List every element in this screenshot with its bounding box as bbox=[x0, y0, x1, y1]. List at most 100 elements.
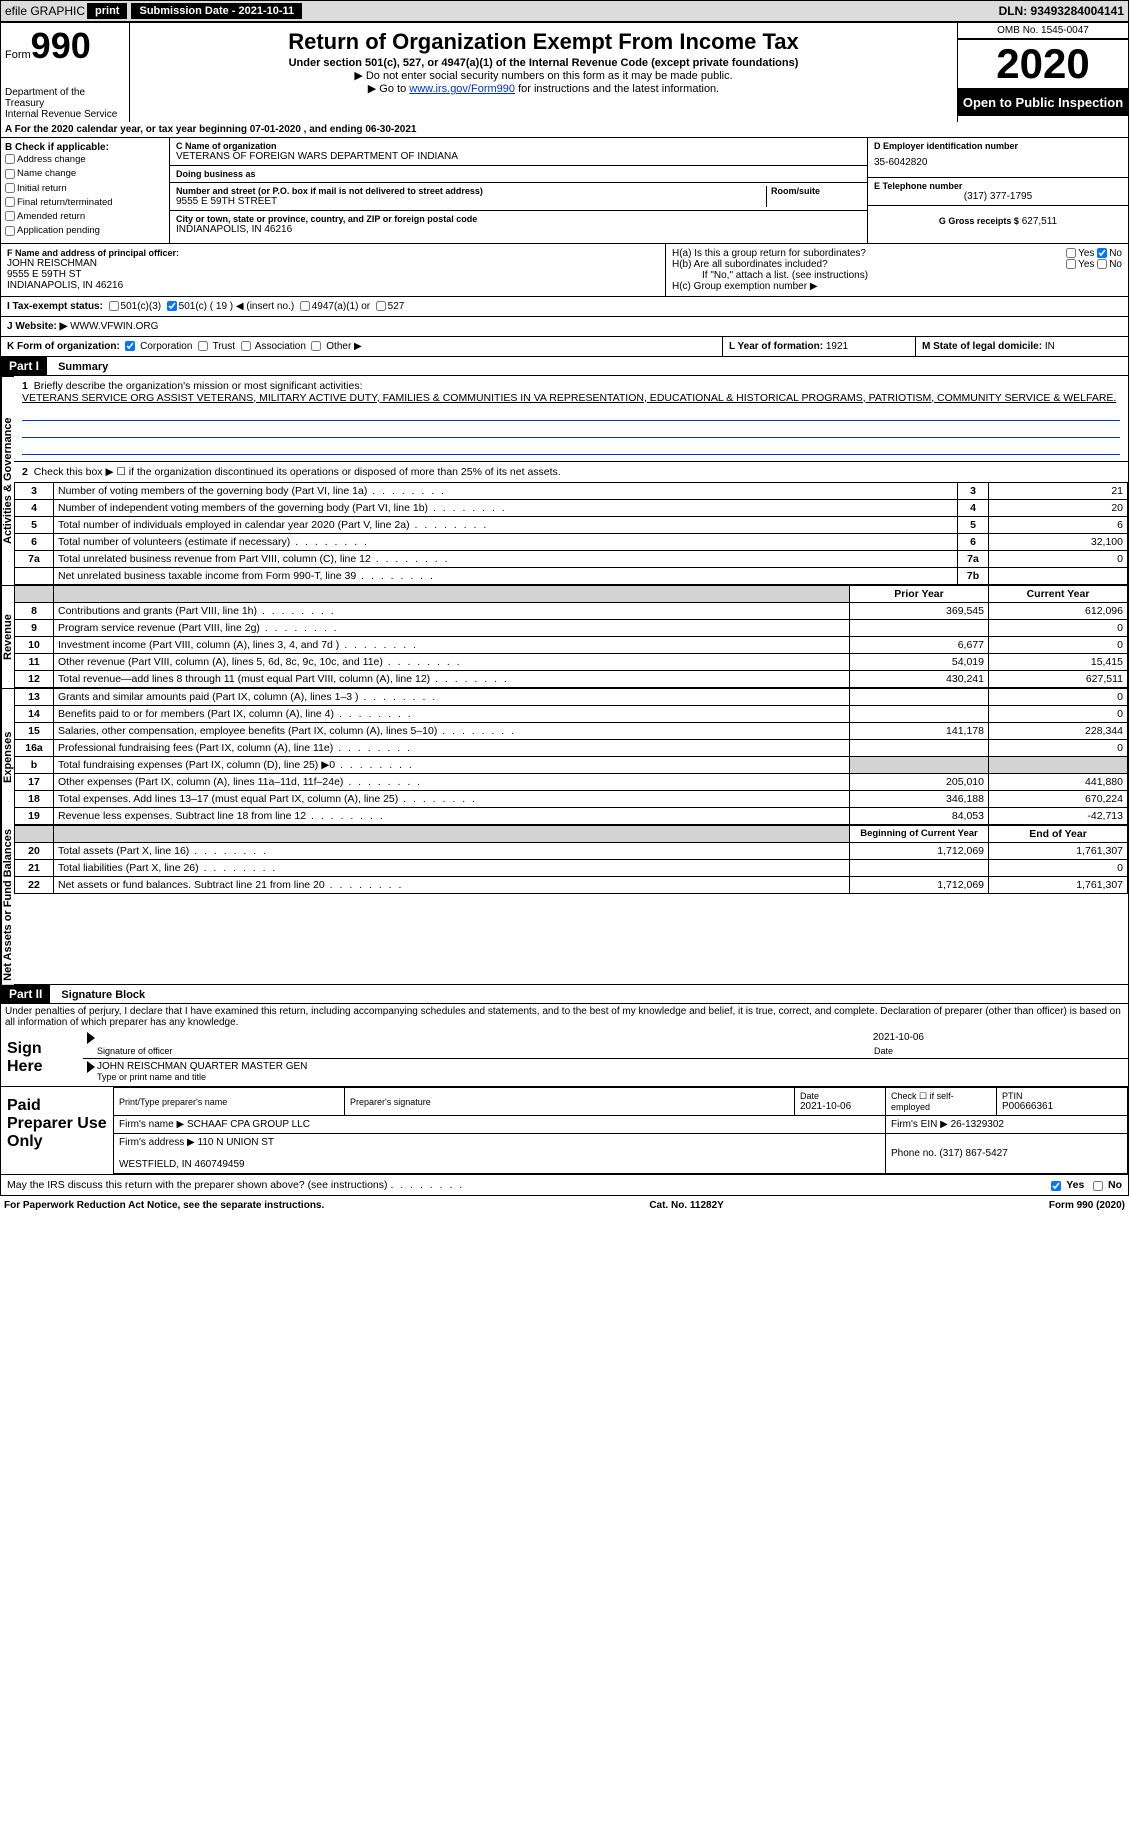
main-info: B Check if applicable: Address change Na… bbox=[0, 138, 1129, 244]
website-label: J Website: ▶ bbox=[7, 321, 67, 332]
form-title: Return of Organization Exempt From Incom… bbox=[134, 29, 953, 55]
top-bar: efile GRAPHIC print Submission Date - 20… bbox=[0, 0, 1129, 22]
website-link[interactable]: WWW.VFWIN.ORG bbox=[70, 321, 158, 332]
cb-final-return[interactable]: Final return/terminated bbox=[5, 196, 165, 210]
prep-date-label: Date bbox=[800, 1091, 880, 1101]
hb-no[interactable] bbox=[1097, 259, 1107, 269]
footer-mid: Cat. No. 11282Y bbox=[649, 1200, 723, 1211]
table-row: 10Investment income (Part VIII, column (… bbox=[15, 636, 1128, 653]
prior-year-header: Prior Year bbox=[850, 585, 989, 602]
box-fh: F Name and address of principal officer:… bbox=[0, 244, 1129, 297]
cb-name-change[interactable]: Name change bbox=[5, 167, 165, 181]
tax-year: 2020 bbox=[958, 39, 1128, 89]
current-year-header: Current Year bbox=[989, 585, 1128, 602]
city-label: City or town, state or province, country… bbox=[176, 214, 861, 224]
org-name-label: C Name of organization bbox=[176, 141, 861, 151]
hc-row: H(c) Group exemption number ▶ bbox=[672, 281, 1122, 292]
discuss-row: May the IRS discuss this return with the… bbox=[0, 1175, 1129, 1196]
footer: For Paperwork Reduction Act Notice, see … bbox=[0, 1196, 1129, 1215]
hb-note: If "No," attach a list. (see instruction… bbox=[672, 270, 1122, 281]
table-row: 20Total assets (Part X, line 16)1,712,06… bbox=[15, 842, 1128, 859]
table-row: 3Number of voting members of the governi… bbox=[15, 482, 1128, 499]
table-row: 12Total revenue—add lines 8 through 11 (… bbox=[15, 670, 1128, 687]
cb-corporation[interactable] bbox=[125, 341, 135, 351]
q1-text: Briefly describe the organization's miss… bbox=[34, 380, 363, 392]
note-ssn: ▶ Do not enter social security numbers o… bbox=[134, 69, 953, 82]
line-a: A For the 2020 calendar year, or tax yea… bbox=[0, 122, 1129, 138]
cb-address-change[interactable]: Address change bbox=[5, 153, 165, 167]
q1-answer: VETERANS SERVICE ORG ASSIST VETERANS, MI… bbox=[22, 392, 1116, 404]
footer-right: Form 990 (2020) bbox=[1049, 1200, 1125, 1211]
domicile-value: IN bbox=[1045, 341, 1055, 352]
box-b-title: B Check if applicable: bbox=[5, 142, 165, 153]
ha-no[interactable] bbox=[1097, 248, 1107, 258]
cb-initial-return[interactable]: Initial return bbox=[5, 182, 165, 196]
table-row: 5Total number of individuals employed in… bbox=[15, 516, 1128, 533]
year-formation-label: L Year of formation: bbox=[729, 341, 823, 352]
table-row: 15Salaries, other compensation, employee… bbox=[15, 722, 1128, 739]
table-row: 4Number of independent voting members of… bbox=[15, 499, 1128, 516]
print-button[interactable]: print bbox=[87, 3, 127, 19]
hb-yes[interactable] bbox=[1066, 259, 1076, 269]
website-row: J Website: ▶ WWW.VFWIN.ORG bbox=[0, 317, 1129, 337]
gross-receipts-label: G Gross receipts $ bbox=[939, 216, 1019, 226]
firm-ein: 26-1329302 bbox=[951, 1119, 1004, 1130]
discuss-yes[interactable] bbox=[1051, 1181, 1061, 1191]
side-governance: Activities & Governance bbox=[1, 376, 14, 585]
table-row: 8Contributions and grants (Part VIII, li… bbox=[15, 602, 1128, 619]
cb-application-pending[interactable]: Application pending bbox=[5, 224, 165, 238]
table-row: 14Benefits paid to or for members (Part … bbox=[15, 705, 1128, 722]
ein-label: D Employer identification number bbox=[874, 141, 1122, 151]
sign-here-block: Sign Here 2021-10-06 Signature of office… bbox=[0, 1030, 1129, 1087]
ein-value: 35-6042820 bbox=[874, 151, 1122, 174]
cb-501c3[interactable] bbox=[109, 301, 119, 311]
prep-sig-label: Preparer's signature bbox=[350, 1097, 789, 1107]
ha-yes[interactable] bbox=[1066, 248, 1076, 258]
box-f: F Name and address of principal officer:… bbox=[1, 244, 665, 296]
preparer-table: Print/Type preparer's name Preparer's si… bbox=[113, 1087, 1128, 1174]
cb-other[interactable] bbox=[311, 341, 321, 351]
efile-label: efile GRAPHIC bbox=[5, 4, 85, 18]
table-row: 6Total number of volunteers (estimate if… bbox=[15, 533, 1128, 550]
cb-trust[interactable] bbox=[198, 341, 208, 351]
header-right: OMB No. 1545-0047 2020 Open to Public In… bbox=[957, 23, 1128, 122]
cb-527[interactable] bbox=[376, 301, 386, 311]
room-label: Room/suite bbox=[771, 186, 861, 196]
phone-value: (317) 377-1795 bbox=[874, 191, 1122, 202]
form-number: 990 bbox=[31, 25, 91, 66]
irs-link[interactable]: www.irs.gov/Form990 bbox=[409, 83, 515, 95]
paid-preparer-label: Paid Preparer Use Only bbox=[1, 1087, 113, 1174]
cb-501c[interactable] bbox=[167, 301, 177, 311]
phone-label: E Telephone number bbox=[874, 181, 1122, 191]
table-row: 22Net assets or fund balances. Subtract … bbox=[15, 876, 1128, 893]
firm-name-label: Firm's name ▶ bbox=[119, 1119, 184, 1130]
side-netassets: Net Assets or Fund Balances bbox=[1, 825, 14, 985]
dln-label: DLN: 93493284004141 bbox=[999, 4, 1124, 18]
org-name: VETERANS OF FOREIGN WARS DEPARTMENT OF I… bbox=[176, 151, 861, 162]
cb-4947[interactable] bbox=[300, 301, 310, 311]
ptin-label: PTIN bbox=[1002, 1091, 1122, 1101]
dba-label: Doing business as bbox=[176, 169, 861, 179]
table-row: 21Total liabilities (Part X, line 26)0 bbox=[15, 859, 1128, 876]
part2-title: Signature Block bbox=[53, 989, 145, 1001]
cb-amended-return[interactable]: Amended return bbox=[5, 210, 165, 224]
firm-ein-label: Firm's EIN ▶ bbox=[891, 1119, 948, 1130]
table-row: 16aProfessional fundraising fees (Part I… bbox=[15, 739, 1128, 756]
q2-text: Check this box ▶ ☐ if the organization d… bbox=[34, 466, 561, 478]
ha-row: H(a) Is this a group return for subordin… bbox=[672, 248, 1122, 259]
part2-header-row: Part II Signature Block bbox=[0, 985, 1129, 1004]
side-revenue: Revenue bbox=[1, 585, 14, 688]
street-address: 9555 E 59TH STREET bbox=[176, 196, 766, 207]
firm-phone-label: Phone no. bbox=[891, 1148, 937, 1159]
officer-printed-name: JOHN REISCHMAN QUARTER MASTER GEN bbox=[97, 1061, 1124, 1072]
q2-block: 2 Check this box ▶ ☐ if the organization… bbox=[14, 462, 1128, 482]
ptin-value: P00666361 bbox=[1002, 1101, 1053, 1112]
firm-name: SCHAAF CPA GROUP LLC bbox=[187, 1119, 310, 1130]
form-label: Form bbox=[5, 49, 31, 61]
header-center: Return of Organization Exempt From Incom… bbox=[130, 23, 957, 122]
cb-association[interactable] bbox=[241, 341, 251, 351]
discuss-no[interactable] bbox=[1093, 1181, 1103, 1191]
netassets-block: Net Assets or Fund Balances Beginning of… bbox=[0, 825, 1129, 986]
part1-body: Activities & Governance 1 Briefly descri… bbox=[0, 376, 1129, 585]
note-link: ▶ Go to www.irs.gov/Form990 for instruct… bbox=[134, 82, 953, 95]
